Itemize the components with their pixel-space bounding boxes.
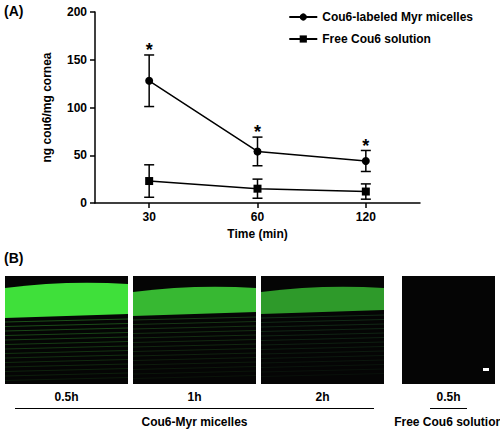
html-text:1h: 1h (187, 390, 202, 404)
svg-text:150: 150 (67, 53, 87, 67)
svg-text:60: 60 (251, 210, 265, 224)
svg-text:*: * (254, 122, 261, 142)
svg-text:(A): (A) (4, 3, 23, 19)
html-text:Cou6-Myr micelles: Cou6-Myr micelles (141, 415, 248, 429)
svg-text:200: 200 (67, 5, 87, 19)
html-text:0.5h: 0.5h (54, 390, 79, 404)
svg-text:0: 0 (80, 196, 87, 210)
svg-text:*: * (146, 40, 153, 60)
svg-text:30: 30 (142, 210, 156, 224)
svg-text:ng cou6/mg cornea: ng cou6/mg cornea (40, 52, 54, 162)
html-text:(B): (B) (4, 250, 24, 266)
svg-text:Cou6-labeled Myr micelles: Cou6-labeled Myr micelles (322, 10, 473, 24)
html-text:2h: 2h (315, 390, 330, 404)
svg-text:120: 120 (356, 210, 376, 224)
html-text:0.5h: 0.5h (436, 390, 461, 404)
svg-text:50: 50 (74, 148, 88, 162)
svg-text:100: 100 (67, 101, 87, 115)
svg-text:*: * (362, 136, 369, 156)
svg-text:Free Cou6 solution: Free Cou6 solution (322, 32, 431, 46)
svg-text:Time (min): Time (min) (227, 227, 287, 241)
